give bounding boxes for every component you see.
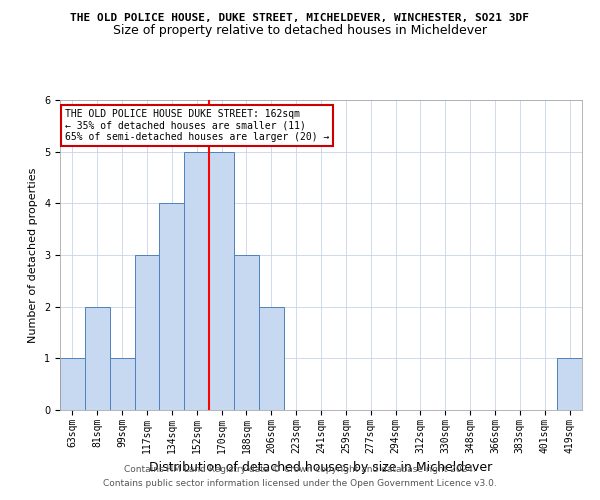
Bar [234,255,259,410]
Bar [184,152,209,410]
X-axis label: Distribution of detached houses by size in Micheldever: Distribution of detached houses by size … [149,461,493,474]
Bar [110,358,134,410]
Text: THE OLD POLICE HOUSE DUKE STREET: 162sqm
← 35% of detached houses are smaller (1: THE OLD POLICE HOUSE DUKE STREET: 162sqm… [65,110,329,142]
Bar [557,358,582,410]
Bar [209,152,234,410]
Text: Size of property relative to detached houses in Micheldever: Size of property relative to detached ho… [113,24,487,37]
Bar [259,306,284,410]
Bar [60,358,85,410]
Bar [160,204,184,410]
Text: THE OLD POLICE HOUSE, DUKE STREET, MICHELDEVER, WINCHESTER, SO21 3DF: THE OLD POLICE HOUSE, DUKE STREET, MICHE… [71,12,530,22]
Bar [85,306,110,410]
Y-axis label: Number of detached properties: Number of detached properties [28,168,38,342]
Text: Contains HM Land Registry data © Crown copyright and database right 2024.
Contai: Contains HM Land Registry data © Crown c… [103,466,497,487]
Bar [134,255,160,410]
